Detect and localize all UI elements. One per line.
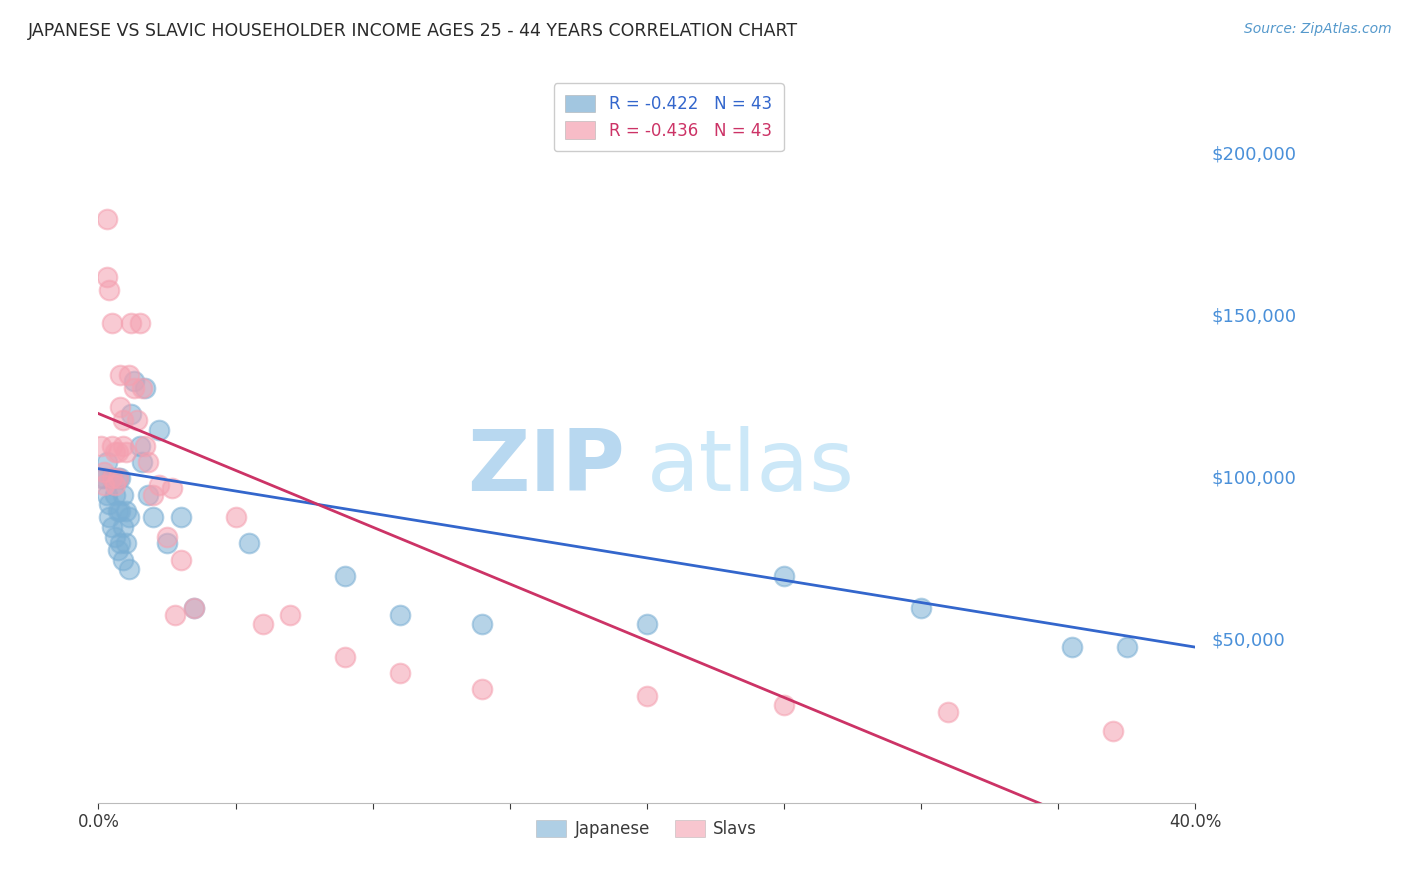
Text: atlas: atlas (647, 425, 855, 509)
Point (136, 455, 159, 469)
Point (335, 568, 357, 582)
Point (471, 617, 494, 632)
Point (156, 530, 179, 544)
Point (131, 381, 153, 395)
Point (93, 471, 115, 485)
Point (148, 478, 170, 492)
Point (101, 439, 124, 453)
Point (1060, 640, 1083, 654)
Point (104, 530, 127, 544)
Point (112, 520, 135, 534)
Point (107, 471, 129, 485)
Point (101, 471, 124, 485)
Point (142, 488, 165, 502)
Point (280, 607, 302, 622)
Point (148, 423, 170, 437)
Point (98, 283, 121, 297)
Point (183, 601, 205, 615)
Point (104, 445, 127, 459)
Point (104, 478, 127, 492)
Point (96, 488, 118, 502)
Point (128, 439, 150, 453)
Point (98, 497, 121, 511)
Point (96, 455, 118, 469)
Point (120, 316, 142, 330)
Point (96, 270, 118, 285)
Point (112, 413, 135, 427)
Point (125, 413, 148, 427)
Point (117, 562, 139, 576)
Point (96, 211, 118, 226)
Point (134, 439, 156, 453)
Point (1102, 724, 1125, 739)
Text: $200,000: $200,000 (1212, 145, 1296, 163)
Point (115, 536, 138, 550)
Point (388, 607, 412, 622)
Point (136, 488, 159, 502)
Point (335, 649, 357, 664)
Point (110, 504, 132, 518)
Point (110, 536, 132, 550)
Point (910, 601, 932, 615)
Point (1115, 640, 1137, 654)
Point (107, 542, 129, 557)
Point (938, 705, 960, 719)
Point (104, 488, 127, 502)
Point (120, 407, 142, 421)
Point (115, 445, 138, 459)
Point (128, 316, 150, 330)
Point (122, 381, 145, 395)
Point (112, 488, 135, 502)
Point (107, 445, 129, 459)
Point (107, 471, 129, 485)
Point (115, 504, 138, 518)
Point (183, 601, 205, 615)
Text: Source: ZipAtlas.com: Source: ZipAtlas.com (1244, 22, 1392, 37)
Point (112, 439, 135, 453)
Legend: Japanese, Slavs: Japanese, Slavs (530, 813, 763, 845)
Point (101, 520, 124, 534)
Point (636, 689, 658, 703)
Point (252, 617, 274, 632)
Point (388, 666, 412, 681)
Point (101, 471, 124, 485)
Point (110, 368, 132, 382)
Point (636, 617, 658, 632)
Text: $50,000: $50,000 (1212, 632, 1285, 649)
Point (238, 536, 260, 550)
Point (131, 455, 153, 469)
Text: $100,000: $100,000 (1212, 469, 1296, 487)
Point (471, 682, 494, 697)
Point (156, 536, 179, 550)
Point (170, 552, 193, 566)
Point (107, 504, 129, 518)
Point (93, 465, 115, 479)
Point (773, 698, 796, 713)
Point (112, 552, 135, 566)
Point (98, 510, 121, 524)
Point (117, 368, 139, 382)
Point (110, 471, 132, 485)
Point (90, 471, 112, 485)
Point (90, 439, 112, 453)
Point (170, 510, 193, 524)
Point (117, 510, 139, 524)
Point (225, 510, 247, 524)
Text: ZIP: ZIP (467, 425, 624, 509)
Point (165, 607, 187, 622)
Point (162, 481, 184, 495)
Point (773, 568, 796, 582)
Point (142, 510, 165, 524)
Point (101, 316, 124, 330)
Text: $150,000: $150,000 (1212, 307, 1296, 326)
Text: JAPANESE VS SLAVIC HOUSEHOLDER INCOME AGES 25 - 44 YEARS CORRELATION CHART: JAPANESE VS SLAVIC HOUSEHOLDER INCOME AG… (28, 22, 799, 40)
Point (122, 374, 145, 388)
Point (134, 381, 156, 395)
Point (93, 478, 115, 492)
Point (110, 400, 132, 414)
